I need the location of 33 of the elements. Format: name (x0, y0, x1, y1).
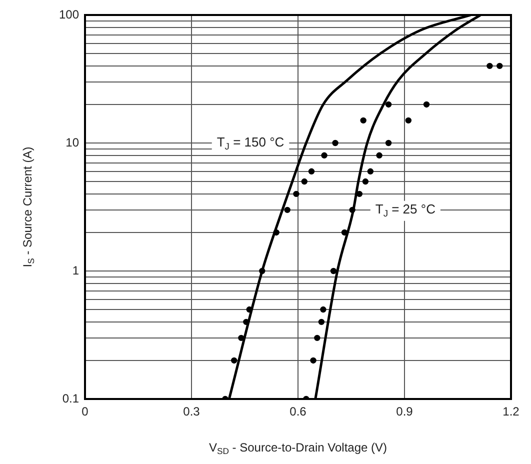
point (385, 101, 392, 108)
y-tick-label: 10 (66, 135, 80, 150)
point (367, 168, 374, 174)
point (356, 190, 363, 198)
point (318, 318, 325, 326)
point (301, 178, 308, 185)
point (385, 140, 392, 146)
point (360, 117, 366, 124)
point (231, 357, 238, 364)
x-tick-label: 0.9 (396, 404, 414, 419)
y-axis-title: IS - Source Current (A) (20, 146, 36, 268)
point (486, 62, 493, 70)
point (376, 152, 382, 159)
point (362, 178, 369, 185)
point (332, 140, 338, 146)
point (496, 62, 503, 70)
point (320, 306, 326, 313)
point (405, 117, 412, 124)
y-tick-label: 100 (58, 7, 80, 22)
x-tick-label: 0 (82, 404, 89, 419)
x-tick-label: 1.2 (502, 404, 520, 419)
point (284, 206, 290, 214)
point (310, 357, 316, 364)
point (321, 152, 328, 159)
y-tick-label: 1 (72, 263, 80, 278)
point (314, 334, 320, 342)
point (308, 168, 315, 174)
y-tick-label: 0.1 (62, 391, 80, 406)
x-tick-label: 0.3 (183, 404, 200, 419)
point (293, 190, 300, 198)
point (423, 101, 430, 108)
x-tick-label: 0.6 (290, 404, 307, 419)
point (330, 268, 337, 274)
